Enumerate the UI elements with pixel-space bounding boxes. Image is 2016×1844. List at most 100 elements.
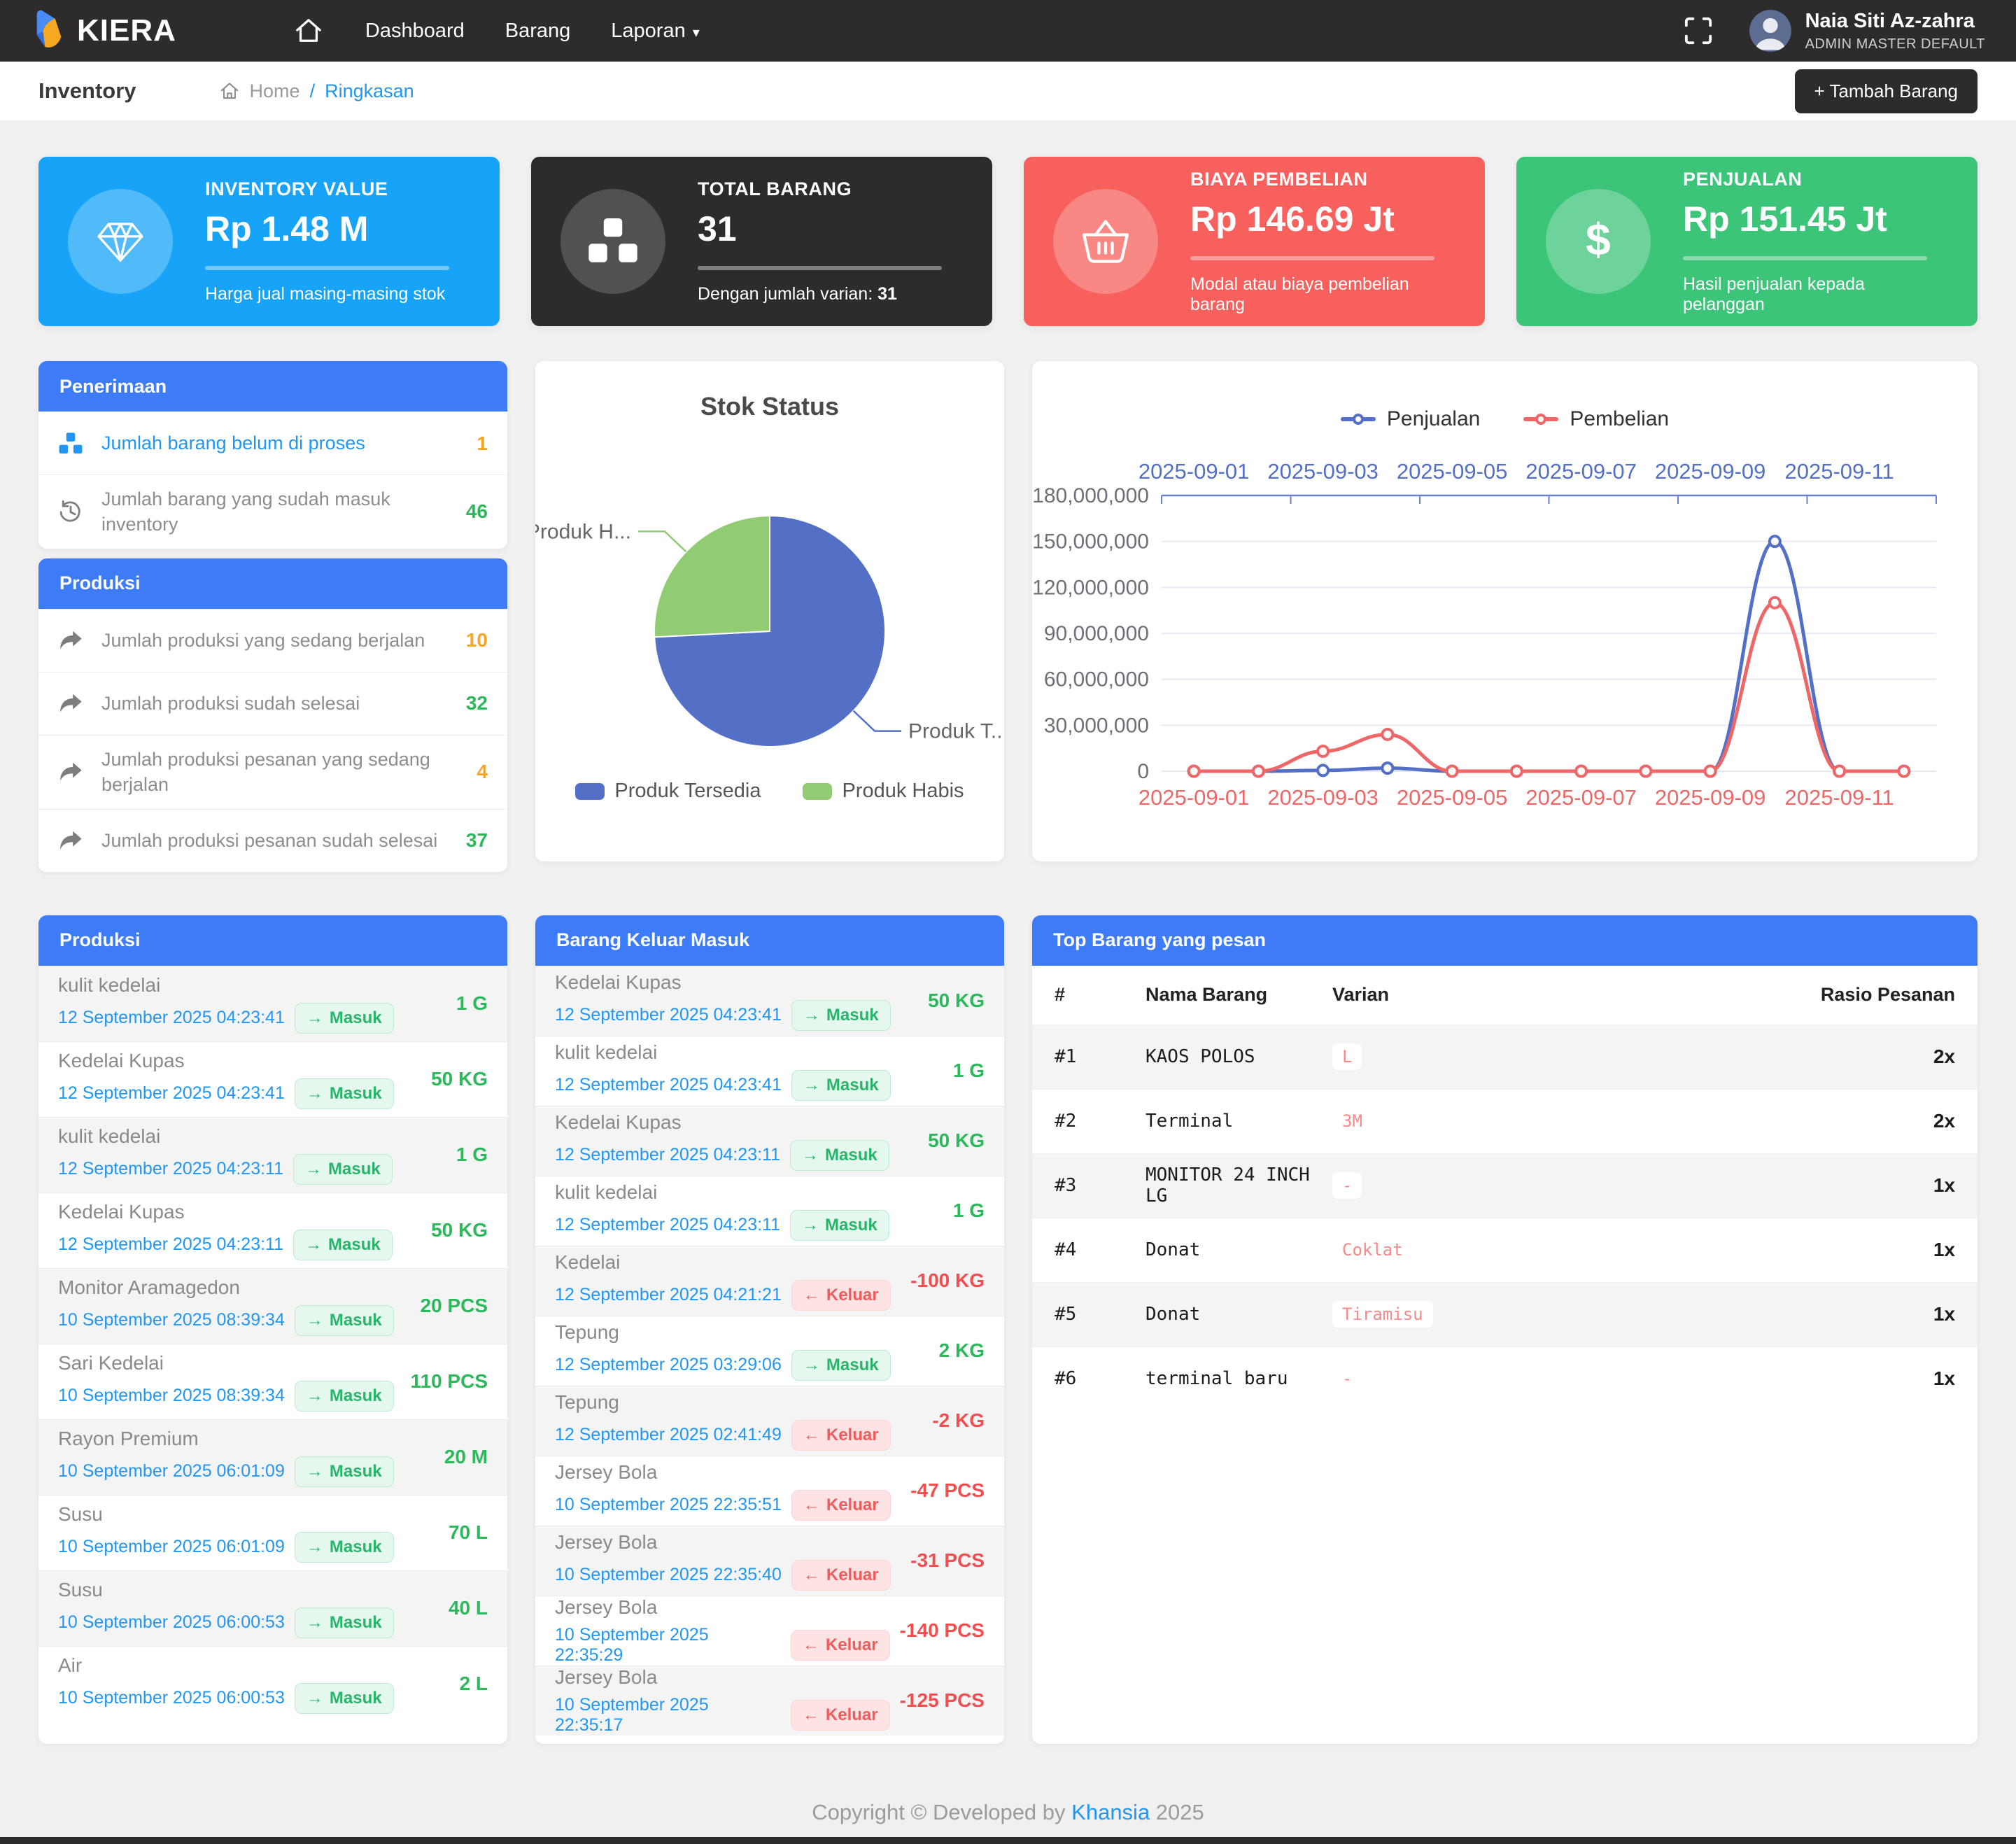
log-item-name: Kedelai Kupas	[555, 1111, 682, 1133]
nav-link-dashboard[interactable]: Dashboard	[365, 19, 465, 42]
breadcrumb-separator: /	[309, 80, 316, 101]
log-row: Kedelai 12 September 2025 04:21:21 ← Keluar…	[535, 1245, 1004, 1316]
log-row: Air 10 September 2025 06:00:53 → Masuk 2 L	[38, 1645, 507, 1722]
legend-line-icon	[1523, 414, 1559, 425]
panel-title-penerimaan: Penerimaan	[38, 361, 507, 411]
keluar-badge: ← Keluar	[791, 1279, 891, 1311]
badge-label: Keluar	[826, 1565, 879, 1584]
masuk-badge: → Masuk	[790, 1139, 889, 1171]
cell-varian: Coklat	[1332, 1237, 1766, 1264]
panel-title-top-barang: Top Barang yang pesan	[1032, 915, 1978, 966]
summary-item-label: Jumlah barang yang sudah masuk inventory	[101, 488, 390, 535]
cell-nama-barang: Donat	[1146, 1239, 1201, 1261]
user-name: Naia Siti Az-zahra	[1805, 9, 1975, 32]
badge-label: Masuk	[825, 1215, 877, 1234]
log-item-qty: 50 KG	[431, 1068, 488, 1090]
svg-text:2025-09-07: 2025-09-07	[1525, 785, 1637, 810]
stat-card-2: BIAYA PEMBELIAN Rp 146.69 Jt Modal atau bi…	[1024, 157, 1485, 326]
svg-text:Produk T...: Produk T...	[908, 720, 1004, 743]
arrow-right-icon: →	[306, 1008, 323, 1027]
masuk-badge: → Masuk	[294, 1682, 394, 1714]
nav-link-laporan[interactable]: Laporan ▾	[611, 19, 700, 42]
log-item-name: kulit kedelai	[58, 1125, 161, 1147]
arrow-right-icon: →	[306, 1537, 323, 1556]
fullscreen-icon[interactable]	[1684, 16, 1713, 45]
summary-column: Penerimaan Jumlah barang belum di proses 1…	[38, 361, 507, 882]
log-item-name: Jersey Bola	[555, 1530, 658, 1553]
cubes-icon	[561, 189, 665, 294]
summary-item-produksi-1[interactable]: Jumlah produksi sudah selesai 32	[38, 671, 507, 735]
log-item-qty: 50 KG	[928, 1129, 985, 1152]
pie-legend-label: Produk Tersedia	[614, 780, 761, 802]
breadcrumb-current[interactable]: Ringkasan	[325, 80, 414, 101]
arrow-right-icon: →	[305, 1159, 323, 1178]
arrow-right-icon: →	[803, 1075, 820, 1095]
column-header-col-varian: Varian	[1332, 984, 1390, 1006]
summary-item-count: 4	[477, 761, 488, 783]
log-item-datetime: 10 September 2025 08:39:34	[58, 1386, 285, 1406]
stat-card-0: INVENTORY VALUE Rp 1.48 M Harga jual masin…	[38, 157, 500, 326]
nav-link-barang[interactable]: Barang	[505, 19, 571, 42]
svg-text:2025-09-03: 2025-09-03	[1267, 785, 1379, 810]
stok-status-panel: Stok Status Produk T... Produk H... Produ…	[535, 361, 1004, 861]
log-item-datetime: 12 September 2025 04:23:11	[555, 1215, 781, 1235]
footer-copyright: Copyright © Developed by	[812, 1799, 1072, 1824]
stat-divider	[1683, 255, 1927, 260]
summary-item-count: 10	[465, 629, 488, 652]
user-role: ADMIN MASTER DEFAULT	[1805, 36, 1985, 52]
navbar-right: Naia Siti Az-zahra ADMIN MASTER DEFAULT	[1684, 10, 1985, 52]
log-item-name: Susu	[58, 1502, 103, 1525]
avatar	[1749, 10, 1791, 52]
summary-item-label: Jumlah produksi pesanan sudah selesai	[101, 830, 438, 852]
home-icon[interactable]	[294, 17, 323, 45]
produksi-log-panel: Produksi kulit kedelai 12 September 2025 0…	[38, 915, 507, 1744]
log-item-name: Jersey Bola	[555, 1596, 658, 1618]
cubes-icon	[58, 432, 86, 456]
summary-item-produksi-3[interactable]: Jumlah produksi pesanan sudah selesai 37	[38, 808, 507, 872]
log-row: Monitor Aramagedon 10 September 2025 08:3…	[38, 1267, 507, 1344]
summary-item-penerimaan-0[interactable]: Jumlah barang belum di proses 1	[38, 411, 507, 474]
log-item-name: Susu	[58, 1578, 103, 1600]
summary-item-penerimaan-1[interactable]: Jumlah barang yang sudah masuk inventory…	[38, 474, 507, 549]
log-item-name: Rayon Premium	[58, 1427, 199, 1449]
stat-note-bold: 31	[877, 284, 897, 304]
barang-keluar-masuk-panel: Barang Keluar Masuk Kedelai Kupas 12 Septe…	[535, 915, 1004, 1744]
badge-label: Keluar	[825, 1635, 878, 1654]
log-item-qty: 20 M	[444, 1446, 488, 1468]
footer: Copyright © Developed by Khansia 2025	[0, 1744, 2016, 1825]
user-menu[interactable]: Naia Siti Az-zahra ADMIN MASTER DEFAULT	[1749, 10, 1985, 52]
log-item-name: Tepung	[555, 1321, 619, 1343]
log-item-datetime: 10 September 2025 06:01:09	[58, 1537, 285, 1557]
table-body: #1 KAOS POLOS L 2x #2 Terminal 3M 2x #3 MONITOR 2…	[1032, 1024, 1978, 1411]
stat-note: Hasil penjualan kepada pelanggan	[1683, 274, 1865, 314]
svg-text:2025-09-01: 2025-09-01	[1139, 785, 1250, 810]
log-item-name: Kedelai Kupas	[58, 1200, 185, 1223]
stat-label: INVENTORY VALUE	[205, 178, 388, 199]
brand-logo[interactable]: KIERA	[31, 9, 176, 53]
masuk-badge: → Masuk	[293, 1153, 393, 1185]
breadcrumb-bar: Inventory Home / Ringkasan + Tambah Bara…	[0, 62, 2016, 120]
breadcrumb-home[interactable]: Home	[249, 80, 300, 101]
pie-legend-item[interactable]: Produk Habis	[803, 780, 964, 803]
badge-label: Keluar	[826, 1285, 879, 1304]
log-item-qty: 50 KG	[928, 990, 985, 1012]
line-legend-item[interactable]: Pembelian	[1523, 407, 1669, 431]
log-row: Kedelai Kupas 12 September 2025 04:23:11 →…	[38, 1192, 507, 1268]
summary-item-produksi-0[interactable]: Jumlah produksi yang sedang berjalan 10	[38, 608, 507, 672]
cell-rasio-pesanan: 1x	[1933, 1174, 1955, 1197]
log-row: kulit kedelai 12 September 2025 04:23:41 →…	[38, 965, 507, 1041]
stat-label: BIAYA PEMBELIAN	[1190, 168, 1368, 190]
varian-pill: -	[1332, 1365, 1362, 1393]
log-item-datetime: 10 September 2025 08:39:34	[58, 1310, 285, 1330]
log-row: Jersey Bola 10 September 2025 22:35:17 ← Ke…	[535, 1665, 1004, 1736]
line-legend-item[interactable]: Penjualan	[1340, 407, 1480, 431]
svg-text:120,000,000: 120,000,000	[1032, 576, 1149, 599]
pie-legend-item[interactable]: Produk Tersedia	[575, 780, 761, 803]
log-item-name: Jersey Bola	[555, 1666, 658, 1688]
summary-item-produksi-2[interactable]: Jumlah produksi pesanan yang sedang berj…	[38, 734, 507, 809]
footer-brand-link[interactable]: Khansia	[1071, 1799, 1150, 1824]
log-item-name: Jersey Bola	[555, 1461, 658, 1483]
add-barang-button[interactable]: + Tambah Barang	[1794, 69, 1978, 113]
stat-note: Dengan jumlah varian: 31	[698, 284, 897, 304]
log-row: Kedelai Kupas 12 September 2025 04:23:11 →…	[535, 1105, 1004, 1176]
